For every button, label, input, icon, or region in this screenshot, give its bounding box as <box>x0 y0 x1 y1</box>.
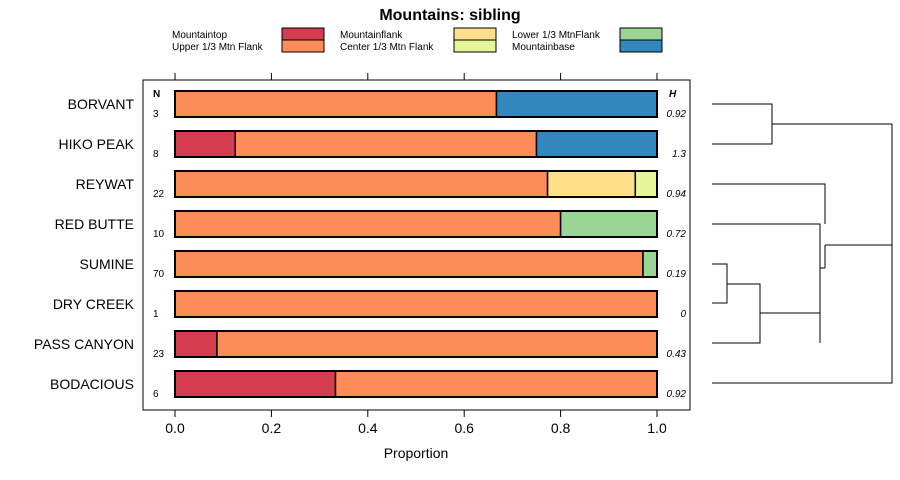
bar-segment <box>174 210 562 238</box>
bar-outline <box>174 130 658 158</box>
bar-segment <box>174 370 337 398</box>
plot-frame <box>142 79 691 411</box>
legend-label: Mountainflank <box>340 30 403 41</box>
bar-segment <box>174 90 498 118</box>
bars-group <box>174 90 658 398</box>
row-label: RED BUTTE <box>55 216 134 232</box>
x-tick-label: 0.0 <box>165 420 185 436</box>
row-label: SUMINE <box>80 256 134 272</box>
legend-swatch <box>619 39 663 53</box>
h-value: 1.3 <box>672 149 686 160</box>
n-value: 23 <box>153 349 165 360</box>
h-value: 0.94 <box>667 189 687 200</box>
row-label: BODACIOUS <box>50 376 134 392</box>
bar-outline <box>174 330 658 358</box>
x-tick-label: 0.2 <box>262 420 282 436</box>
h-value: 0 <box>680 309 686 320</box>
bar-outline <box>174 250 658 278</box>
dendrogram-branch <box>712 124 893 384</box>
bar-segment <box>642 250 658 278</box>
legend-swatch <box>619 27 663 41</box>
legend-swatch <box>453 27 497 41</box>
dendrogram-branch <box>712 283 761 344</box>
legend-label: Mountaintop <box>172 30 227 41</box>
n-value: 22 <box>153 189 165 200</box>
row-labels-group: BORVANT 3 0.92 HIKO PEAK 8 1.3 REYWAT 22 0.94 RED… <box>34 96 687 400</box>
bar-segment <box>174 290 658 318</box>
bar-segment <box>634 170 658 198</box>
x-axis-label: Proportion <box>384 445 449 461</box>
bar-outline <box>174 210 658 238</box>
h-value: 0.19 <box>667 269 687 280</box>
x-tick-label: 1.0 <box>647 420 667 436</box>
legend-label: Mountainbase <box>512 42 575 53</box>
x-tick-label: 0.6 <box>454 420 474 436</box>
bar-outline <box>174 370 658 398</box>
dendrogram-branch <box>712 223 821 343</box>
chart-title: Mountains: sibling <box>379 7 520 24</box>
n-value: 3 <box>153 109 159 120</box>
dendrogram-branch <box>712 103 773 145</box>
bar-outline <box>174 170 658 198</box>
bar-segment <box>495 90 658 118</box>
bar-segment <box>334 370 658 398</box>
h-value: 0.92 <box>667 389 687 400</box>
h-value: 0.92 <box>667 109 687 120</box>
legend-label: Lower 1/3 MtnFlank <box>512 30 601 41</box>
row-label: REYWAT <box>76 176 135 192</box>
legend-label: Center 1/3 Mtn Flank <box>340 42 434 53</box>
legend-label: Upper 1/3 Mtn Flank <box>172 42 264 53</box>
n-value: 70 <box>153 269 165 280</box>
row-label: PASS CANYON <box>34 336 134 352</box>
legend-swatch <box>453 39 497 53</box>
bar-segment <box>234 130 538 158</box>
legend-swatch <box>281 27 325 41</box>
n-value: 6 <box>153 389 159 400</box>
bar-segment <box>174 250 644 278</box>
h-value: 0.43 <box>667 349 687 360</box>
dendrogram-branch <box>712 183 826 224</box>
n-value: 8 <box>153 149 159 160</box>
bar-segment <box>174 170 549 198</box>
x-tick-label: 0.4 <box>358 420 378 436</box>
dendrogram-branch <box>712 263 728 304</box>
h-column-header: H <box>669 89 677 100</box>
row-label: BORVANT <box>68 96 135 112</box>
bar-segment <box>535 130 658 158</box>
dendrogram <box>712 103 893 384</box>
row-label: HIKO PEAK <box>59 136 135 152</box>
n-column-header: N <box>153 89 160 100</box>
row-label: DRY CREEK <box>53 296 135 312</box>
bar-segment <box>559 210 658 238</box>
legend-swatch <box>281 39 325 53</box>
bar-segment <box>174 330 218 358</box>
bar-segment <box>216 330 658 358</box>
n-value: 10 <box>153 229 165 240</box>
bar-segment <box>174 130 236 158</box>
bar-outline <box>174 290 658 318</box>
x-axis: 0.0 0.2 0.4 0.6 0.8 1.0 <box>165 73 667 436</box>
bar-segment <box>546 170 637 198</box>
x-tick-label: 0.8 <box>551 420 571 436</box>
h-value: 0.72 <box>667 229 687 240</box>
bar-outline <box>174 90 658 118</box>
n-value: 1 <box>153 309 159 320</box>
